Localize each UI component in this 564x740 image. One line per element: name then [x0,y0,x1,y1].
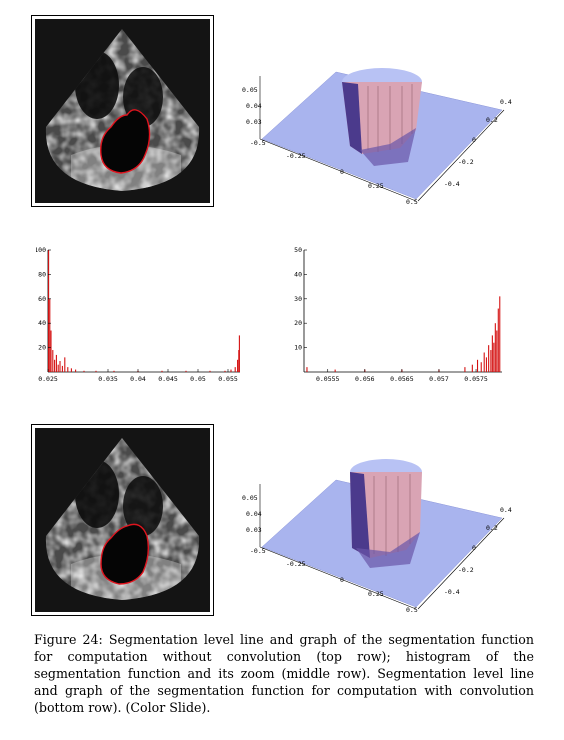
x-tick: 0.25 [368,590,384,598]
x-tick-label: 0.0555 [316,375,340,383]
y-tick-label: 80 [38,270,46,278]
ultrasound-image-top [31,15,214,207]
y-tick-label: 20 [38,344,46,352]
y-tick-label: 30 [294,295,302,303]
y-tick-label: 40 [38,319,46,327]
z-tick: 0.04 [246,102,262,110]
histogram-full: 20 40 60 80 100 0.025 0.035 0.04 0.045 0.05 0.055 [36,246,240,383]
x-tick-label: 0.04 [130,375,146,383]
figure-caption: Figure 24: Segmentation level line and g… [34,632,534,715]
x-tick-label: 0.057 [429,375,449,383]
x-tick: -0.5 [250,139,266,147]
y-tick-label: 60 [38,295,46,303]
y-tick: 0.2 [486,524,498,532]
x-tick: -0.25 [286,560,306,568]
x-tick: 0.5 [406,606,418,614]
z-tick: 0.05 [242,86,258,94]
y-tick: 0 [472,136,476,144]
x-tick: 0.5 [406,198,418,206]
y-tick: -0.2 [458,566,474,574]
x-tick-label: 0.045 [158,375,178,383]
x-tick-label: 0.0575 [464,375,488,383]
y-tick: 0.2 [486,116,498,124]
x-tick-label: 0.055 [218,375,238,383]
y-tick-label: 100 [36,246,46,254]
y-tick: 0 [472,544,476,552]
y-tick: -0.4 [444,588,460,596]
y-tick-label: 50 [294,246,302,254]
y-tick: 0.4 [500,506,512,514]
surface-plot-top: 0.05 0.04 0.03 -0.5 -0.25 0 0.25 0.5 0.4… [242,68,512,206]
y-tick: 0.4 [500,98,512,106]
x-tick: -0.5 [250,547,266,555]
x-tick-label: 0.056 [355,375,375,383]
z-tick: 0.03 [246,118,262,126]
x-tick: 0 [340,576,344,584]
z-tick: 0.03 [246,526,262,534]
y-tick: -0.4 [444,180,460,188]
z-tick: 0.04 [246,510,262,518]
x-tick: -0.25 [286,152,306,160]
surface-plot-bottom: 0.05 0.04 0.03 -0.5 -0.25 0 0.25 0.5 0.4… [242,459,512,614]
y-tick: -0.2 [458,158,474,166]
y-tick-label: 20 [294,319,302,327]
x-tick-label: 0.05 [190,375,206,383]
y-tick-label: 10 [294,344,302,352]
x-tick-label: 0.025 [38,375,58,383]
ultrasound-image-bottom [31,424,214,616]
x-tick-label: 0.035 [98,375,118,383]
y-tick-label: 40 [294,270,302,278]
segmentation-contour-bottom [100,523,150,585]
segmentation-contour-top [100,109,151,174]
x-tick: 0 [340,168,344,176]
histogram-zoom: 10 20 30 40 50 0.0555 0.056 0.0565 0.057 0.0575 [294,246,502,383]
x-tick-label: 0.0565 [390,375,414,383]
z-tick: 0.05 [242,494,258,502]
x-tick: 0.25 [368,182,384,190]
